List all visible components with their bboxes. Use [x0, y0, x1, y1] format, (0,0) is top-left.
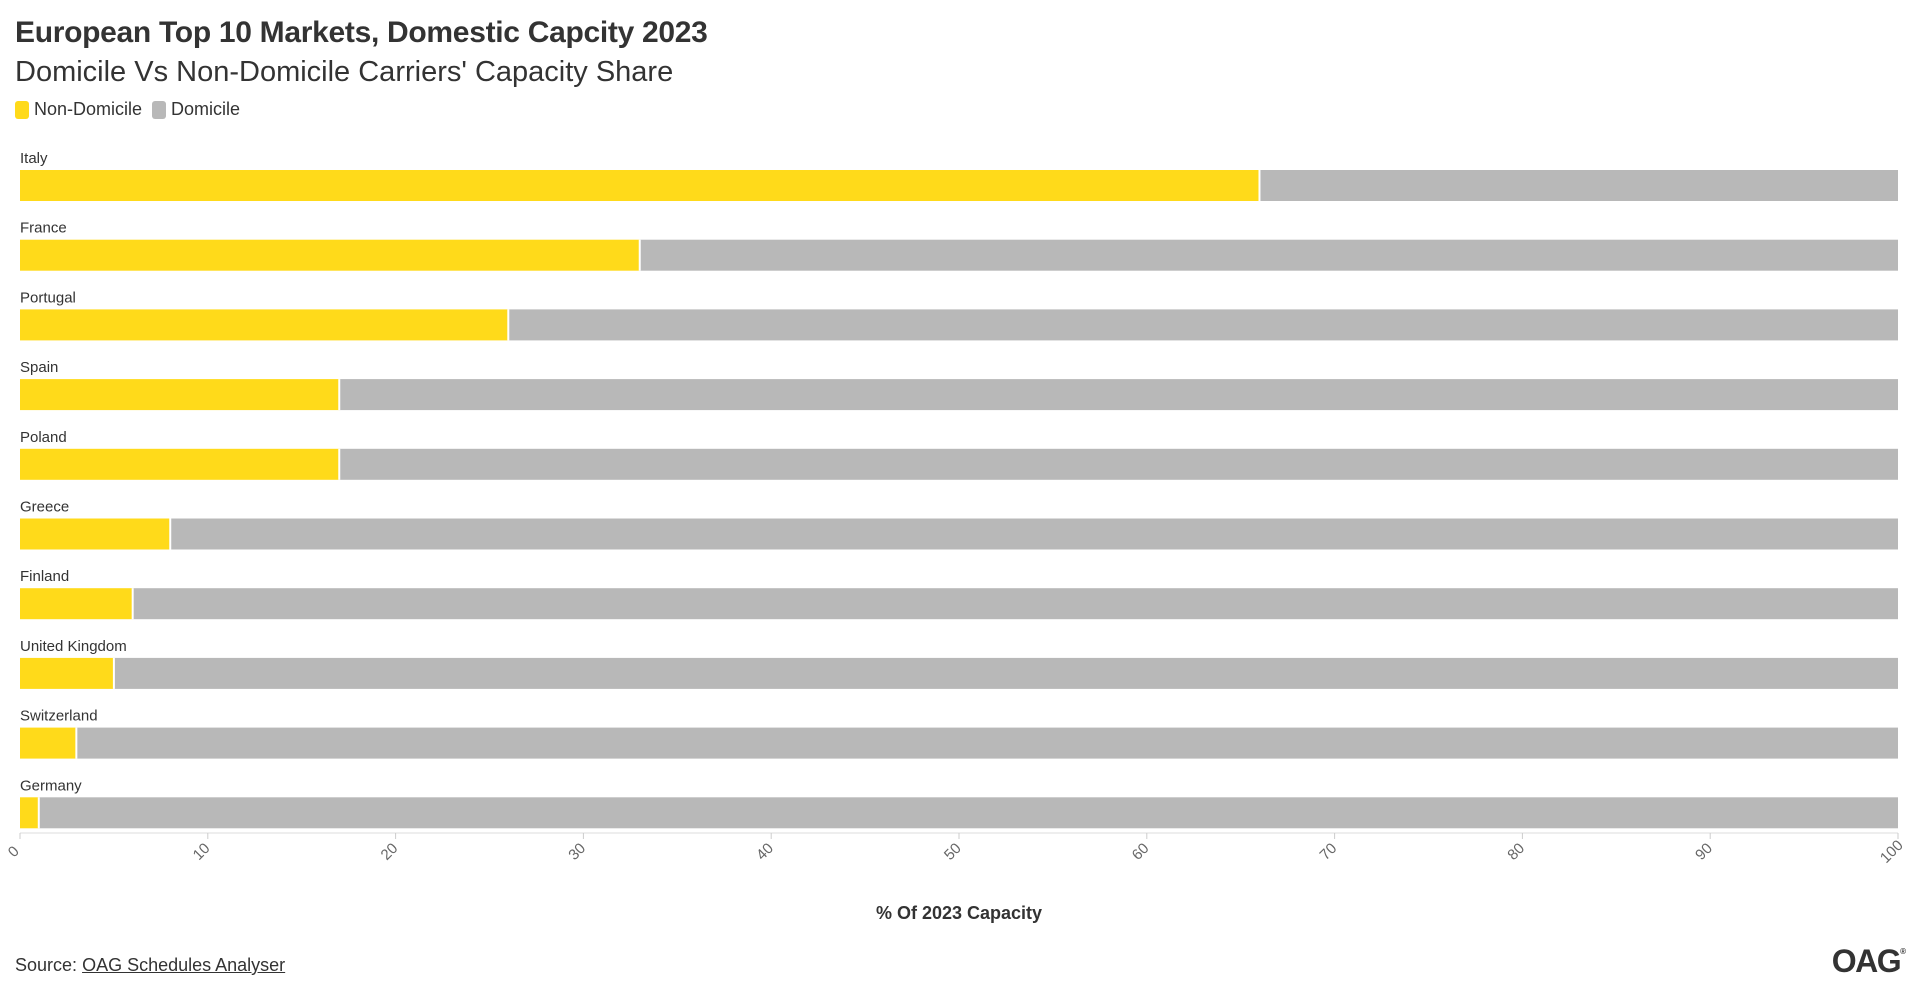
bar-domicile-finland [132, 588, 1899, 620]
category-label-greece: Greece [20, 499, 69, 516]
x-tick-label-60: 60 [1129, 840, 1153, 864]
category-label-united-kingdom: United Kingdom [20, 638, 127, 655]
category-label-portugal: Portugal [20, 289, 76, 306]
legend-label-domicile: Domicile [171, 99, 241, 119]
bar-domicile-poland [339, 448, 1898, 480]
category-label-finland: Finland [20, 568, 69, 585]
logo-registered-mark: ® [1900, 947, 1906, 956]
category-label-france: France [20, 220, 67, 237]
legend-item-domicile[interactable]: Domicile [152, 99, 240, 120]
category-label-switzerland: Switzerland [20, 708, 98, 725]
x-tick-label-70: 70 [1317, 840, 1341, 864]
bar-domicile-france [639, 239, 1898, 271]
logo-text: OAG [1831, 943, 1902, 979]
x-tick-label-30: 30 [565, 840, 589, 864]
oag-logo: OAG® [1832, 943, 1906, 980]
bar-non-domicile-germany [20, 797, 39, 829]
bar-non-domicile-portugal [20, 309, 509, 341]
bar-domicile-greece [170, 518, 1899, 550]
bar-non-domicile-spain [20, 379, 340, 411]
chart-subtitle: Domicile Vs Non-Domicile Carriers' Capac… [15, 56, 674, 88]
category-label-spain: Spain [20, 359, 58, 376]
legend-item-non-domicile[interactable]: Non-Domicile [15, 99, 142, 120]
bar-non-domicile-greece [20, 518, 171, 550]
bar-non-domicile-switzerland [20, 727, 77, 759]
bar-non-domicile-finland [20, 588, 133, 620]
x-tick-label-10: 10 [190, 840, 214, 864]
chart-header: European Top 10 Markets, Domestic Capcit… [15, 14, 708, 91]
source-prefix: Source: [15, 955, 78, 975]
chart-title: European Top 10 Markets, Domestic Capcit… [15, 16, 708, 49]
bar-non-domicile-poland [20, 448, 340, 480]
x-tick-label-0: 0 [5, 843, 23, 861]
x-tick-label-100: 100 [1877, 837, 1907, 867]
source-link[interactable]: OAG Schedules Analyser [82, 955, 286, 975]
bar-non-domicile-italy [20, 170, 1260, 201]
bar-domicile-germany [38, 797, 1898, 829]
x-tick-label-20: 20 [378, 840, 402, 864]
bar-non-domicile-united-kingdom [20, 657, 114, 689]
bar-domicile-italy [1259, 170, 1898, 201]
bar-non-domicile-france [20, 239, 640, 271]
bar-domicile-united-kingdom [113, 657, 1898, 689]
x-tick-label-50: 50 [941, 840, 965, 864]
x-axis-title: % Of 2023 Capacity [876, 903, 1042, 923]
category-label-poland: Poland [20, 429, 67, 446]
bar-domicile-spain [339, 379, 1898, 411]
category-label-italy: Italy [20, 150, 48, 167]
bar-domicile-portugal [508, 309, 1898, 341]
legend-swatch-non-domicile [15, 100, 29, 119]
source-note: Source: OAG Schedules Analyser [15, 955, 285, 976]
x-tick-label-90: 90 [1692, 840, 1716, 864]
bar-domicile-switzerland [76, 727, 1899, 759]
x-tick-label-80: 80 [1504, 840, 1528, 864]
legend-label-non-domicile: Non-Domicile [34, 99, 143, 119]
legend-swatch-domicile [152, 100, 167, 119]
chart-legend: Non-Domicile Domicile [15, 99, 250, 120]
category-label-germany: Germany [20, 777, 82, 794]
x-tick-label-40: 40 [753, 840, 777, 864]
